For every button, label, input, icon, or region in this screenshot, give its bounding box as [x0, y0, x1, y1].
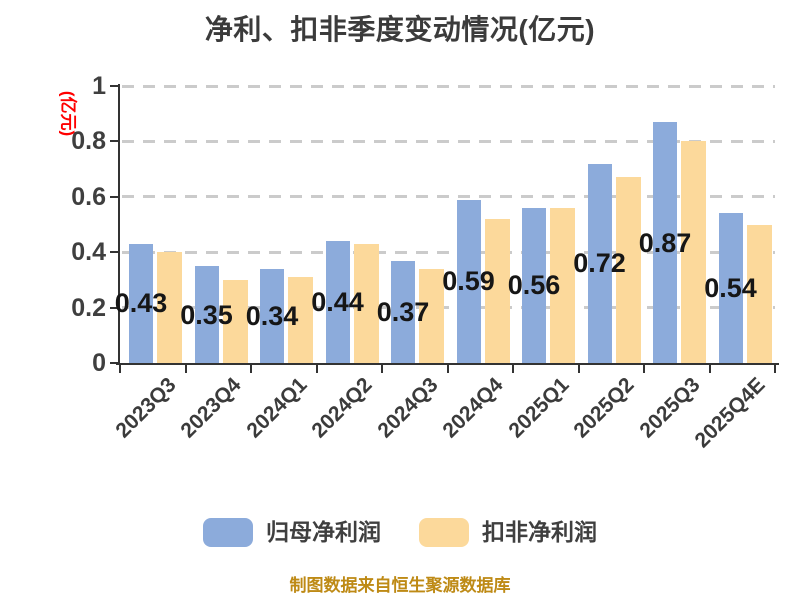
legend-entry-non-recurring-net-profit: 扣非净利润 — [419, 518, 597, 547]
legend-swatch-yellow — [419, 518, 469, 547]
bar-non-recurring-net-profit-2024Q4 — [484, 218, 510, 363]
gridline — [122, 306, 775, 310]
bar-value-label: 0.34 — [245, 300, 299, 331]
x-axis-tick — [577, 365, 580, 373]
bar-non-recurring-net-profit-2024Q1 — [288, 277, 313, 363]
bar-value-label: 0.72 — [573, 248, 626, 279]
bar-parent-net-profit-2024Q2 — [325, 241, 350, 363]
bar-non-recurring-net-profit-2023Q4 — [222, 279, 248, 363]
y-axis-tick — [110, 195, 118, 198]
y-tick-label: 0.6 — [71, 182, 106, 211]
y-axis-tick — [110, 140, 118, 143]
y-tick-label: 0.2 — [71, 293, 106, 322]
y-tick-label: 0.4 — [71, 238, 106, 267]
y-axis-tick — [110, 306, 118, 309]
gridline — [122, 195, 775, 199]
y-axis-tick — [110, 251, 118, 254]
bar-parent-net-profit-2023Q4 — [194, 266, 219, 363]
bar-non-recurring-net-profit-2025Q1 — [550, 207, 575, 363]
bar-non-recurring-net-profit-2025Q3 — [681, 141, 706, 363]
bar-parent-net-profit-2025Q2 — [587, 163, 612, 363]
bar-value-label: 0.59 — [442, 266, 495, 297]
x-axis — [116, 363, 779, 365]
gridline — [122, 250, 775, 254]
legend-label-non-recurring-net-profit: 扣非净利润 — [482, 519, 597, 545]
bar-parent-net-profit-2024Q3 — [391, 260, 415, 363]
x-axis-tick — [643, 365, 645, 373]
bar-parent-net-profit-2023Q3 — [129, 243, 153, 363]
x-axis-tick — [381, 365, 383, 373]
bar-non-recurring-net-profit-2025Q4E — [746, 224, 772, 363]
x-axis-tick — [774, 365, 776, 373]
legend-entry-parent-net-profit: 归母净利润 — [203, 518, 381, 547]
y-tick-label: 0.8 — [71, 127, 106, 156]
y-tick-label: 1 — [92, 72, 106, 100]
bar-value-label: 0.37 — [376, 296, 430, 327]
y-tick-label: 0 — [92, 349, 106, 377]
bar-parent-net-profit-2025Q4E — [718, 213, 743, 363]
bar-parent-net-profit-2024Q1 — [260, 268, 284, 363]
legend-swatch-blue — [203, 518, 253, 547]
bar-value-label: 0.87 — [638, 227, 692, 258]
chart-title: 净利、扣非季度变动情况(亿元) — [204, 14, 596, 45]
y-axis — [118, 84, 120, 365]
y-axis-tick — [110, 362, 118, 364]
x-axis-tick — [184, 365, 187, 373]
legend: 归母净利润 扣非净利润 — [0, 518, 800, 547]
bar-non-recurring-net-profit-2024Q2 — [353, 243, 379, 363]
bar-parent-net-profit-2025Q1 — [522, 207, 546, 363]
bar-non-recurring-net-profit-2023Q3 — [157, 252, 182, 363]
bar-parent-net-profit-2025Q3 — [653, 122, 677, 363]
bar-value-label: 0.56 — [507, 270, 561, 301]
bar-value-label: 0.44 — [311, 287, 364, 318]
legend-label-parent-net-profit: 归母净利润 — [266, 519, 381, 545]
x-axis-tick — [446, 365, 449, 373]
bar-non-recurring-net-profit-2024Q3 — [419, 268, 444, 363]
bar-parent-net-profit-2024Q4 — [456, 199, 481, 363]
x-axis-tick — [250, 365, 252, 373]
y-axis-tick — [110, 85, 118, 87]
x-axis-tick — [708, 365, 711, 373]
bar-value-label: 0.35 — [180, 299, 233, 330]
x-axis-tick — [315, 365, 318, 373]
x-axis-tick — [119, 365, 121, 373]
gridline — [122, 84, 775, 88]
x-axis-tick — [512, 365, 514, 373]
bar-value-label: 0.43 — [114, 288, 168, 319]
bar-non-recurring-net-profit-2025Q2 — [615, 177, 641, 363]
gridline — [122, 139, 775, 143]
data-source-note: 制图数据来自恒生聚源数据库 — [289, 576, 511, 595]
bar-value-label: 0.54 — [704, 273, 757, 304]
